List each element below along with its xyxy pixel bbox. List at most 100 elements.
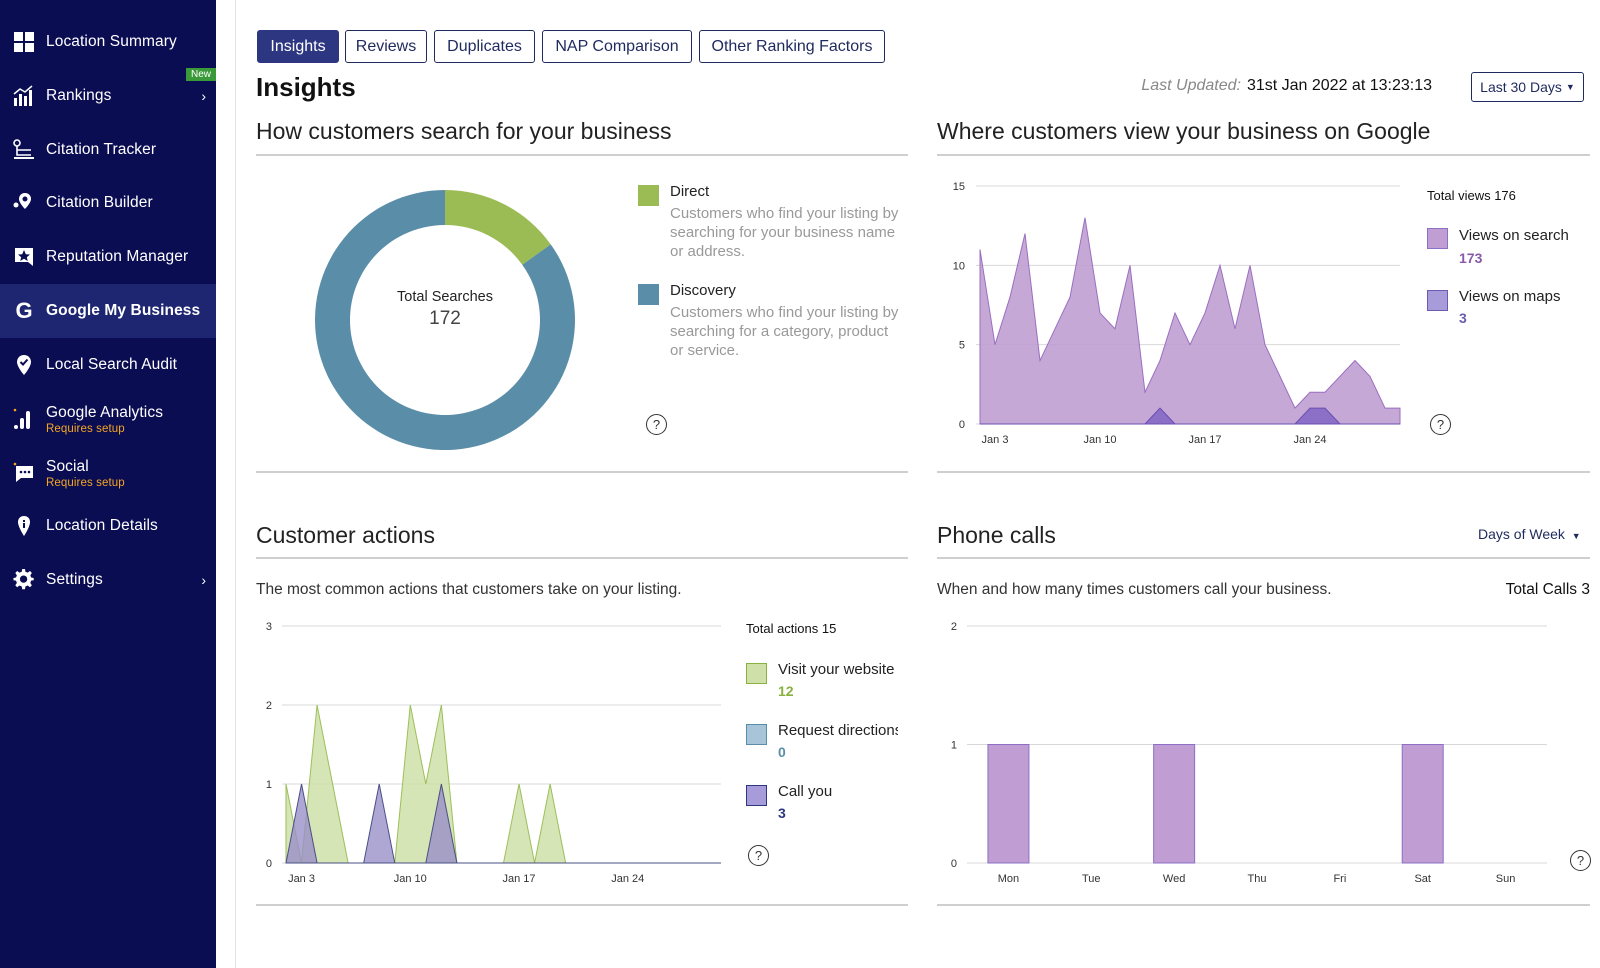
views-total-label: Total views 176 [1427,188,1516,203]
tab-duplicates[interactable]: Duplicates [434,30,535,63]
x-tick-label: Sat [1414,873,1431,883]
search-section-title: How customers search for your business [256,118,672,144]
sidebar-item-citation-tracker[interactable]: Citation Tracker [0,123,216,177]
legend-swatch-views-search [1427,228,1448,249]
sidebar: Location Summary Rankings › New Citation… [0,0,216,968]
views-section-title: Where customers view your business on Go… [937,118,1431,144]
x-tick-label: Jan 3 [288,873,315,883]
sidebar-item-location-details[interactable]: Location Details [0,499,216,553]
legend-swatch-views-maps [1427,290,1448,311]
calls-section-title: Phone calls [937,522,1056,548]
search-donut-chart: Total Searches 172 [315,190,575,450]
x-tick-label: Jan 10 [1083,434,1116,446]
tab-nap-comparison[interactable]: NAP Comparison [542,30,692,63]
days-of-week-dropdown[interactable]: Days of Week ▼ [1478,526,1581,542]
requires-setup-label: Requires setup [46,422,125,435]
sidebar-item-social[interactable]: Social Requires setup [0,446,216,500]
last-updated: Last Updated: 31st Jan 2022 at 13:23:13 [1141,77,1432,95]
date-range-dropdown[interactable]: Last 30 Days ▼ [1471,72,1584,102]
divider [937,154,1590,156]
date-range-label: Last 30 Days [1480,79,1562,95]
x-tick-label: Jan 24 [1293,434,1326,446]
sidebar-item-reputation-manager[interactable]: Reputation Manager [0,230,216,284]
legend-swatch-direct [638,185,659,206]
help-icon[interactable]: ? [646,414,667,435]
legend-value-directions: 0 [778,744,786,760]
legend-swatch-directions [746,724,767,745]
sidebar-item-label: Local Search Audit [46,356,178,373]
divider [256,154,908,156]
divider [256,471,908,473]
legend-label-discovery: Discovery [670,282,736,299]
sidebar-item-citation-builder[interactable]: Citation Builder [0,176,216,230]
views-area-chart: 0 5 10 15 Jan 3 Jan 10 Jan 17 Jan 24 [953,181,1401,446]
y-tick-label: 2 [951,621,957,633]
sidebar-item-label: Google My Business [46,302,201,319]
x-tick-label: Sun [1496,873,1516,883]
legend-value-call: 3 [778,805,786,821]
grid-icon [12,30,36,54]
legend-swatch-call [746,785,767,806]
tab-insights[interactable]: Insights [257,30,339,63]
y-tick-label: 0 [951,858,957,870]
y-tick-label: 0 [959,419,965,431]
legend-desc-direct: Customers who find your listing by searc… [670,205,899,260]
legend-label-directions: Request directions [778,722,898,739]
sidebar-item-local-search-audit[interactable]: Local Search Audit [0,338,216,392]
sidebar-divider [235,0,236,968]
x-tick-label: Jan 3 [982,434,1009,446]
y-tick-label: 15 [953,181,965,193]
sidebar-item-label: Location Details [46,517,158,534]
last-updated-value: 31st Jan 2022 at 13:23:13 [1246,77,1432,94]
x-tick-label: Jan 17 [503,873,536,883]
x-tick-label: Jan 10 [394,873,427,883]
legend-value-views-search: 173 [1459,250,1483,266]
y-tick-label: 1 [951,740,957,752]
x-tick-label: Jan 24 [611,873,644,883]
caret-down-icon: ▼ [1565,82,1575,92]
y-tick-label: 2 [266,700,272,712]
legend-label-call: Call you [778,783,833,800]
sidebar-item-label: Citation Tracker [46,141,157,158]
sidebar-item-google-analytics[interactable]: Google Analytics Requires setup [0,392,216,446]
bar-sat [1401,744,1444,864]
sidebar-item-settings[interactable]: Settings › [0,553,216,607]
series-area-call-you [285,783,721,864]
location-icon [12,514,36,538]
sidebar-item-location-summary[interactable]: Location Summary [0,15,216,69]
x-tick-label: Fri [1333,873,1346,883]
bar-mon [987,744,1030,864]
y-tick-label: 10 [953,260,965,272]
bar-chart-icon [12,84,36,108]
new-badge: New [185,68,216,81]
x-tick-label: Tue [1082,873,1101,883]
legend-label-views-search: Views on search [1459,227,1569,244]
days-of-week-label: Days of Week [1478,526,1565,542]
sidebar-item-label: Reputation Manager [46,248,189,265]
sidebar-item-label: Citation Builder [46,194,153,211]
help-icon[interactable]: ? [748,845,769,866]
actions-area-chart: 0 1 2 3 Jan 3 Jan 10 Jan 17 Jan 24 [266,621,721,883]
tab-other-ranking-factors[interactable]: Other Ranking Factors [699,30,885,63]
donut-slice-direct [445,190,551,265]
sidebar-item-rankings[interactable]: Rankings › [0,69,216,123]
actions-total-label: Total actions 15 [746,621,837,636]
google-icon: G [15,298,33,323]
legend-desc-discovery: Customers who find your listing by searc… [670,304,899,359]
y-tick-label: 1 [266,779,272,791]
analytics-icon [12,407,36,431]
tab-reviews[interactable]: Reviews [345,30,427,63]
divider [256,557,908,559]
page-title: Insights [256,72,356,102]
chat-icon [12,461,36,485]
sidebar-item-google-my-business[interactable]: G Google My Business [0,284,216,338]
bar-wed [1153,744,1196,864]
legend-value-website: 12 [778,683,794,699]
x-tick-label: Mon [998,873,1019,883]
help-icon[interactable]: ? [1570,850,1591,871]
series-area-views-on-search [979,217,1401,425]
y-tick-label: 5 [959,340,965,352]
legend-label-direct: Direct [670,183,710,200]
divider [937,471,1590,473]
help-icon[interactable]: ? [1430,414,1451,435]
